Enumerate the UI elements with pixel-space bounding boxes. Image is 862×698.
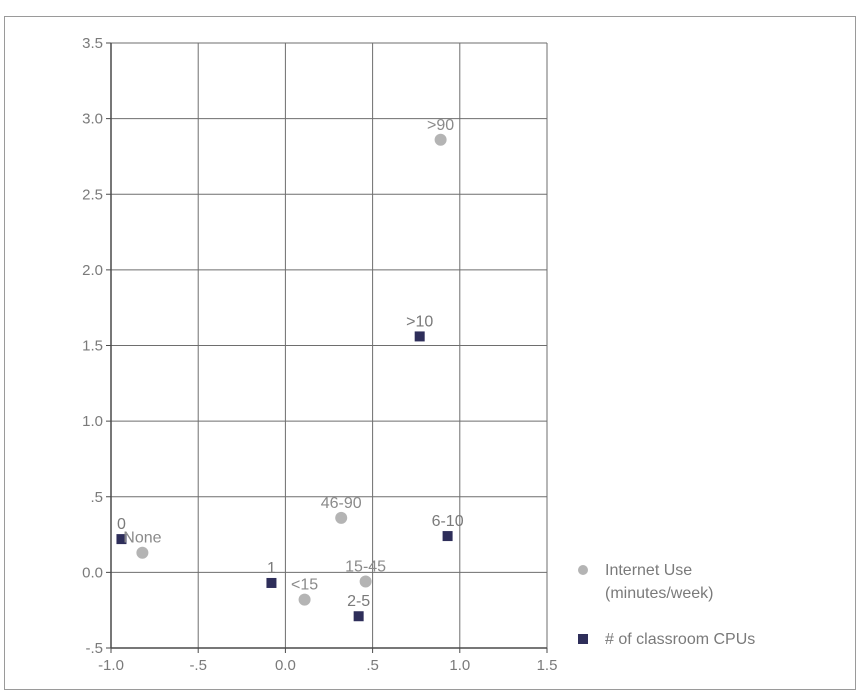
gridlines <box>110 42 548 649</box>
data-label: >10 <box>406 313 433 330</box>
legend-marker-circle <box>578 565 588 575</box>
data-label: 15-45 <box>345 558 386 575</box>
data-point-circle <box>359 575 372 588</box>
data-point-square <box>266 577 277 588</box>
x-tick-label: 0.0 <box>275 657 296 674</box>
data-label: >90 <box>427 117 454 134</box>
scatter-chart: 3.53.02.52.01.51.0.50.0-.5-1.0 -.5 0.0.5 1.… <box>82 35 755 674</box>
data-label: <15 <box>291 577 318 594</box>
legend-marker-square <box>578 634 588 644</box>
data-label: 0 <box>117 516 126 533</box>
data-point-circle <box>136 546 149 559</box>
data-point-square <box>414 331 425 342</box>
legend-label: Internet Use <box>605 562 692 579</box>
tick-labels: 3.53.02.52.01.51.0.50.0-.5-1.0 -.5 0.0.5 1.… <box>82 35 557 674</box>
point-labels: >90 46-90 None 15-45 <15 >10 6-10 0 1 2-5 <box>117 117 464 610</box>
y-tick-label: 3.5 <box>82 35 103 52</box>
data-point-square <box>116 534 127 545</box>
x-tick-label: -.5 <box>189 657 207 674</box>
data-point-square <box>442 531 453 542</box>
data-points <box>116 133 453 622</box>
y-tick-label: 1.0 <box>82 413 103 430</box>
data-point-circle <box>434 133 447 146</box>
x-tick-label: 1.0 <box>449 657 470 674</box>
data-label: 46-90 <box>321 495 362 512</box>
data-point-circle <box>298 593 311 606</box>
y-tick-label: 2.5 <box>82 186 103 203</box>
legend: Internet Use (minutes/week) # of classroom… <box>578 562 755 648</box>
legend-label: (minutes/week) <box>605 585 713 602</box>
data-label: 2-5 <box>347 593 370 610</box>
legend-label: # of classroom CPUs <box>605 631 755 648</box>
y-tick-label: 3.0 <box>82 111 103 128</box>
data-point-square <box>353 611 364 622</box>
y-tick-label: 0.0 <box>82 564 103 581</box>
axes <box>106 42 548 653</box>
y-tick-label: 1.5 <box>82 338 103 355</box>
y-tick-label: .5 <box>90 489 103 506</box>
x-tick-label: 1.5 <box>537 657 558 674</box>
data-label: None <box>123 530 161 547</box>
y-tick-label: 2.0 <box>82 262 103 279</box>
chart-frame: 3.5 3.0 2.5 2.0 1.5 1.0.5 0.0 -.5 -1.0 -.5 0.0.5 1.… <box>4 16 856 690</box>
data-label: 6-10 <box>432 513 464 530</box>
data-point-circle <box>335 511 348 524</box>
x-tick-label: -1.0 <box>98 657 124 674</box>
data-label: 1 <box>267 560 276 577</box>
y-tick-label: -.5 <box>85 640 103 657</box>
x-tick-label: .5 <box>366 657 379 674</box>
